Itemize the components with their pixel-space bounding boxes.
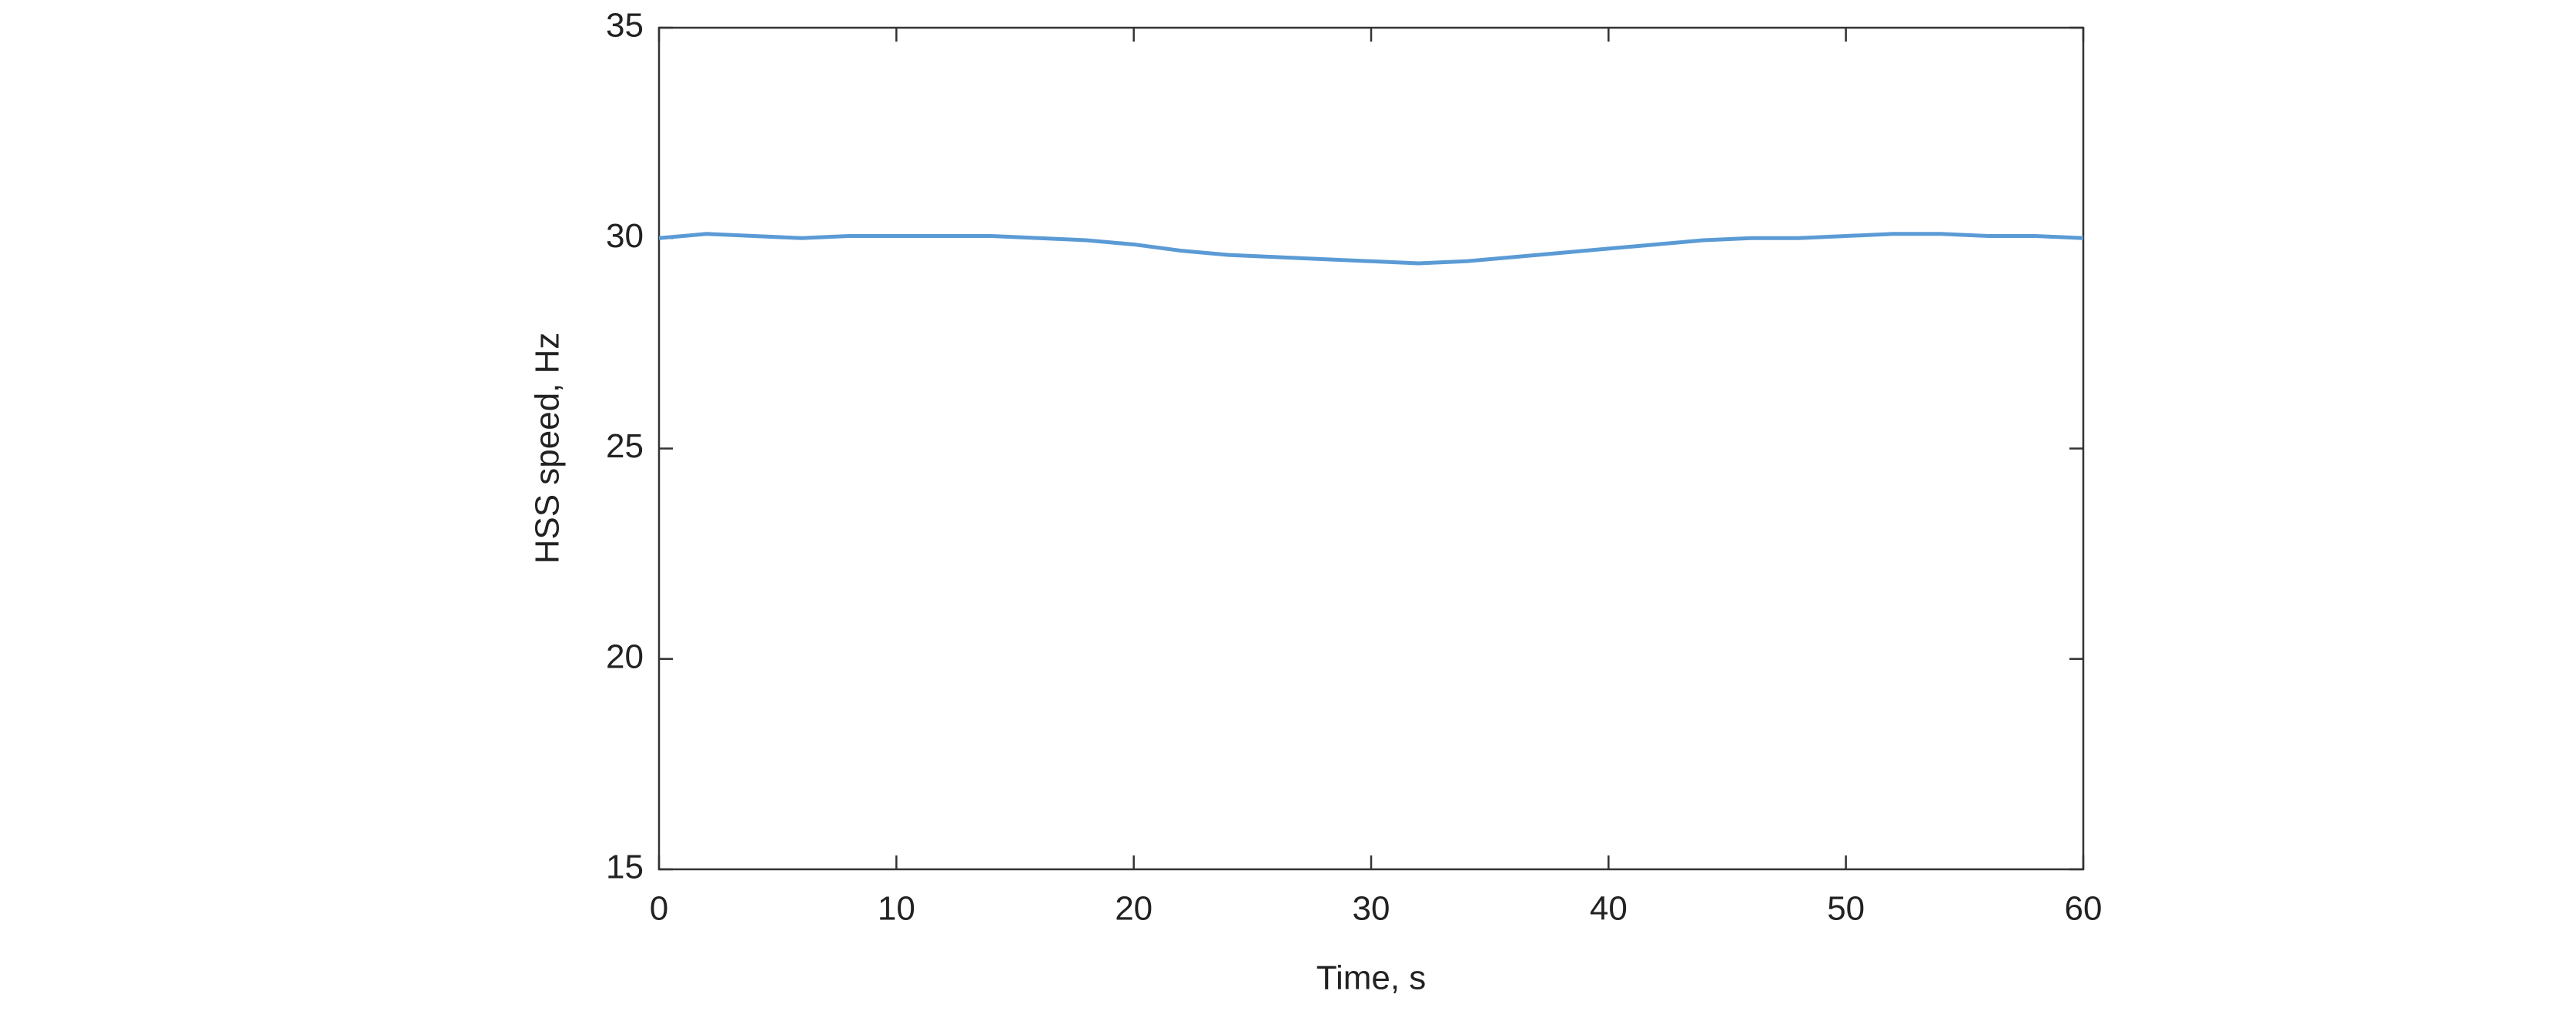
x-axis-label: Time, s — [1316, 959, 1427, 997]
plot-frame — [657, 26, 2085, 871]
x-tick-label: 10 — [878, 890, 915, 928]
y-axis-label: HSS speed, Hz — [529, 333, 567, 564]
y-tick-label: 25 — [606, 427, 644, 465]
y-tick-label: 15 — [606, 849, 644, 886]
x-tick-label: 40 — [1590, 890, 1628, 928]
x-tick-label: 30 — [1353, 890, 1390, 928]
y-tick-label: 30 — [606, 217, 644, 255]
x-tick-label: 50 — [1827, 890, 1865, 928]
x-tick-label: 20 — [1115, 890, 1153, 928]
y-tick-label: 35 — [606, 7, 644, 45]
data-line — [658, 232, 2084, 266]
x-tick-label: 0 — [650, 890, 668, 928]
y-tick-label: 20 — [606, 638, 644, 675]
x-tick-label: 60 — [2065, 890, 2103, 928]
